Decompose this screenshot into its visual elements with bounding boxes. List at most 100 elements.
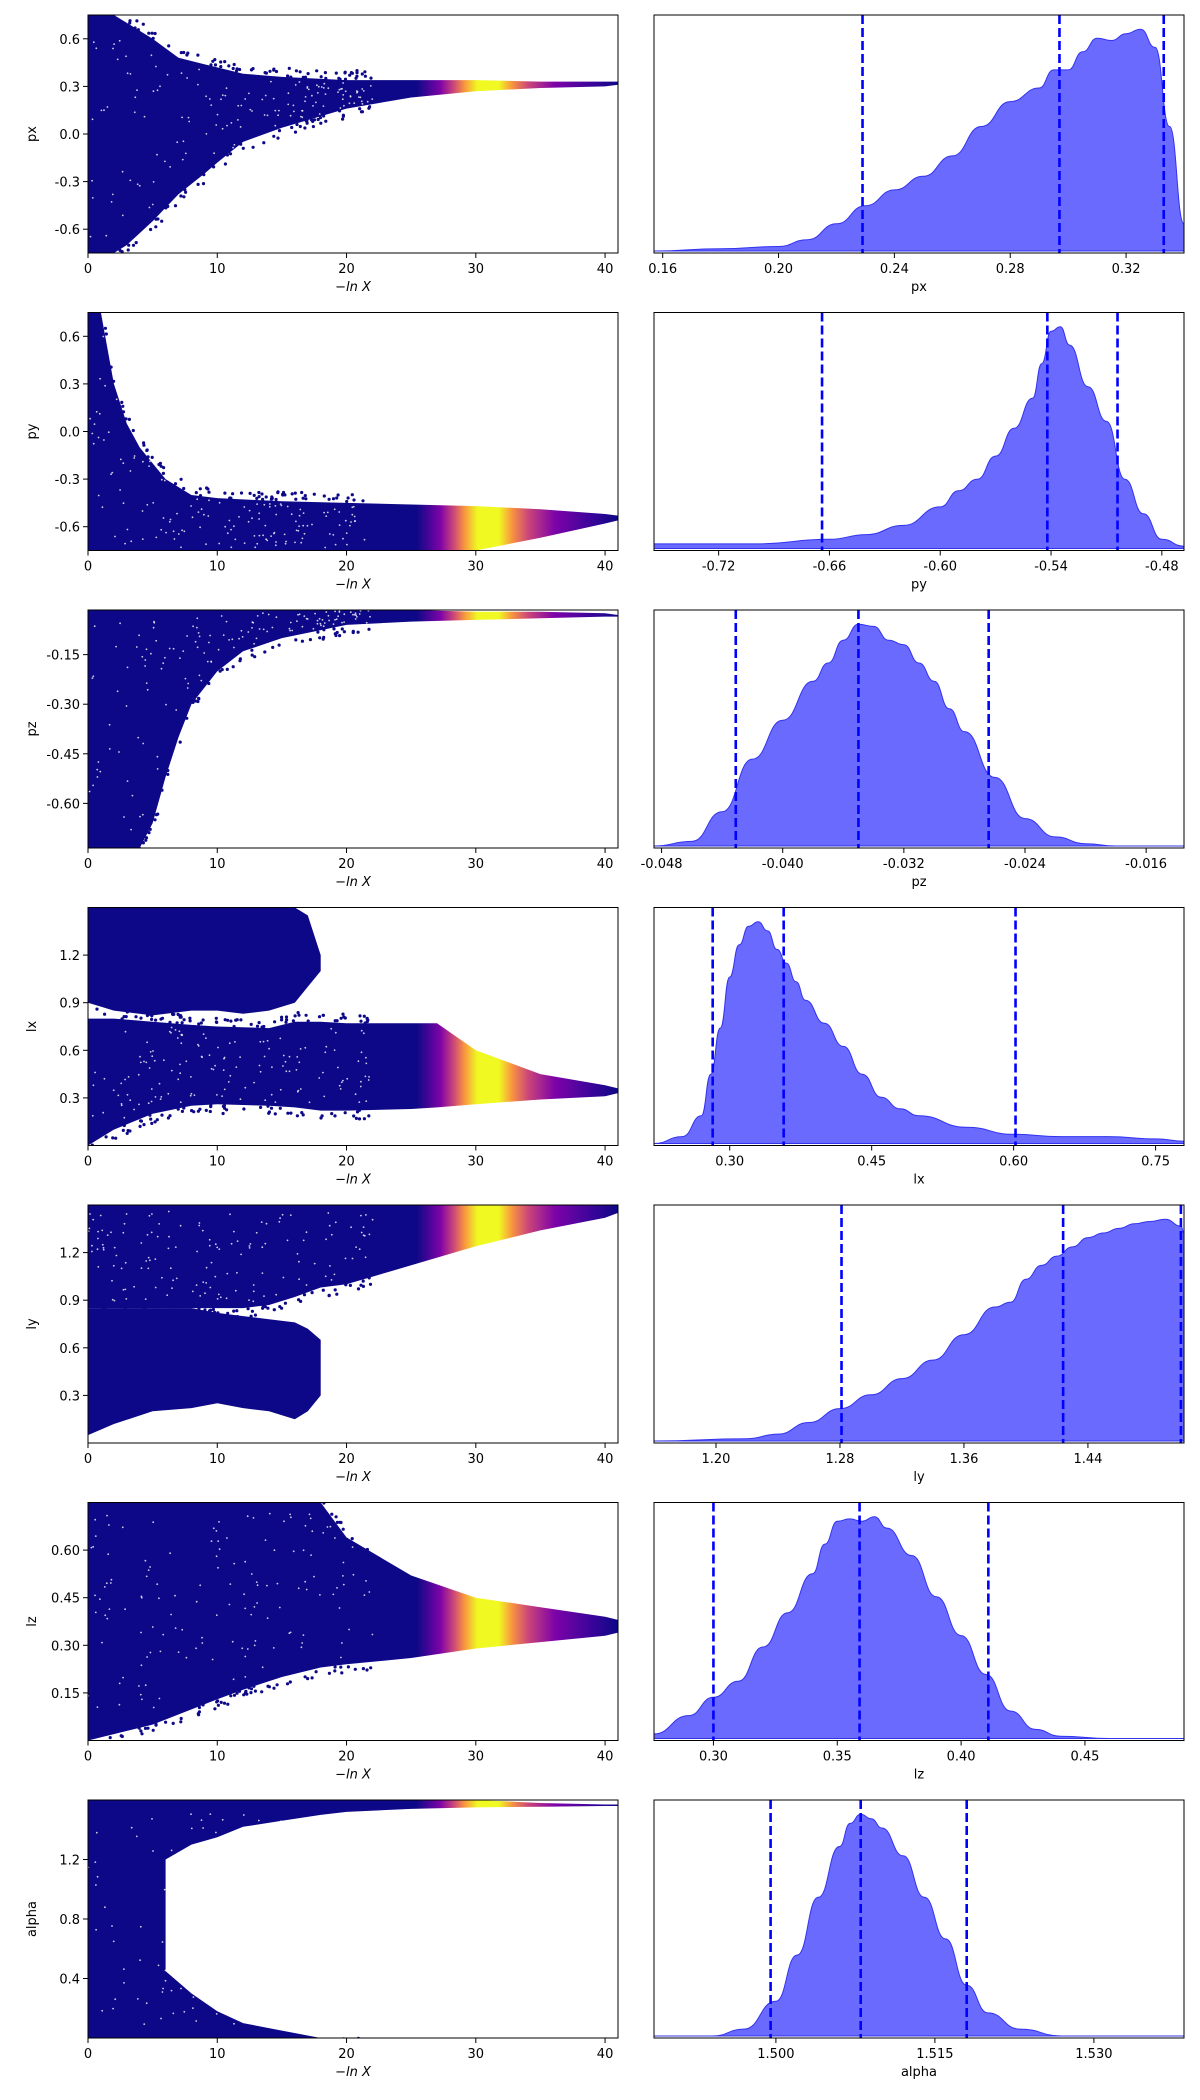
posterior-area-lx	[654, 921, 1184, 1144]
trace-point	[304, 1046, 307, 1049]
x-tick-label: 0.45	[1070, 1750, 1099, 1765]
trace-point	[234, 1199, 237, 1202]
trace-point	[370, 1792, 373, 1795]
trace-point	[104, 332, 108, 336]
trace-point	[88, 554, 91, 557]
trace-point	[285, 540, 287, 543]
trace-point	[307, 88, 310, 91]
trace-point	[228, 1790, 231, 1793]
trace-point	[286, 1198, 289, 1201]
trace-point	[176, 1012, 180, 1017]
trace-point	[164, 1720, 168, 1724]
trace-point	[292, 1550, 295, 1553]
trace-point	[232, 62, 236, 67]
x-tick-label: 40	[597, 857, 614, 872]
trace-point	[174, 1594, 176, 1597]
trace-point	[262, 612, 264, 614]
trace-point	[207, 1898, 210, 1901]
trace-point	[271, 554, 274, 557]
trace-point	[183, 188, 187, 192]
trace-point	[158, 1697, 161, 1700]
trace-point	[94, 1594, 96, 1597]
trace-samples-px	[88, 15, 618, 257]
trace-point	[209, 63, 213, 67]
trace-point	[131, 243, 136, 247]
trace-point	[216, 113, 219, 116]
trace-point	[199, 1584, 202, 1587]
trace-point	[262, 1024, 266, 1029]
trace-point	[121, 1196, 124, 1199]
trace-point	[147, 31, 151, 35]
trace-point	[98, 254, 101, 257]
trace-point	[196, 626, 198, 629]
trace-point	[133, 1285, 136, 1288]
trace-point	[187, 1795, 190, 1798]
trace-point	[165, 703, 167, 706]
trace-point	[172, 1975, 175, 1978]
trace-point	[232, 146, 235, 149]
trace-point	[289, 114, 292, 117]
x-tick-label: 20	[338, 1452, 355, 1467]
trace-point	[192, 625, 195, 628]
posterior-xlabel-lx: lx	[913, 1173, 925, 1188]
trace-point	[99, 553, 102, 556]
trace-point	[193, 699, 198, 703]
y-tick-label: -0.30	[46, 698, 80, 713]
trace-point	[139, 1016, 143, 1020]
trace-point	[199, 1310, 203, 1314]
trace-point	[191, 700, 195, 705]
x-tick-label: 1.44	[1073, 1452, 1102, 1467]
trace-point	[249, 1691, 253, 1695]
trace-point	[275, 1849, 278, 1852]
trace-point	[264, 524, 267, 527]
trace-point	[195, 604, 198, 607]
trace-point	[346, 543, 348, 546]
trace-point	[323, 622, 326, 624]
trace-point	[260, 1792, 263, 1795]
trace-point	[353, 555, 356, 558]
trace-point	[302, 1549, 305, 1552]
trace-point	[201, 1703, 205, 1707]
trace-point	[275, 513, 278, 516]
trace-point	[334, 1221, 337, 1224]
trace-point	[227, 2039, 230, 2042]
trace-point	[298, 604, 301, 607]
trace-point	[326, 554, 329, 557]
trace-point	[266, 2001, 269, 2004]
trace-point	[304, 1524, 307, 1527]
trace-point	[238, 637, 241, 640]
trace-point	[208, 98, 211, 100]
trace-point	[146, 600, 149, 603]
trace-point	[330, 1112, 334, 1116]
trace-point	[142, 1496, 145, 1499]
trace-point	[229, 1969, 231, 1972]
trace-point	[259, 1040, 262, 1043]
trace-point	[325, 601, 328, 604]
trace-point	[297, 529, 300, 532]
trace-point	[356, 601, 359, 604]
trace-point	[180, 2037, 184, 2038]
trace-point	[283, 1885, 286, 1887]
trace-point	[155, 1194, 158, 1197]
trace-point	[316, 622, 319, 625]
trace-point	[156, 1583, 159, 1586]
trace-point	[291, 629, 294, 632]
trace-point	[285, 1070, 288, 1073]
trace-point	[361, 1194, 364, 1197]
trace-point	[360, 1080, 362, 1083]
trace-point	[159, 1793, 162, 1796]
trace-point	[351, 1546, 354, 1548]
trace-point	[111, 1196, 114, 1199]
trace-point	[272, 1647, 275, 1649]
trace-point	[322, 1071, 324, 1074]
trace-point	[271, 645, 275, 650]
trace-point	[238, 67, 242, 72]
trace-point	[343, 1016, 347, 1020]
trace-point	[151, 1728, 155, 1732]
trace-point	[359, 110, 364, 114]
trace-point	[291, 1876, 293, 1878]
trace-point	[321, 1013, 325, 1017]
trace-point	[360, 100, 363, 103]
trace-point	[260, 1690, 264, 1694]
trace-point	[203, 2042, 206, 2045]
